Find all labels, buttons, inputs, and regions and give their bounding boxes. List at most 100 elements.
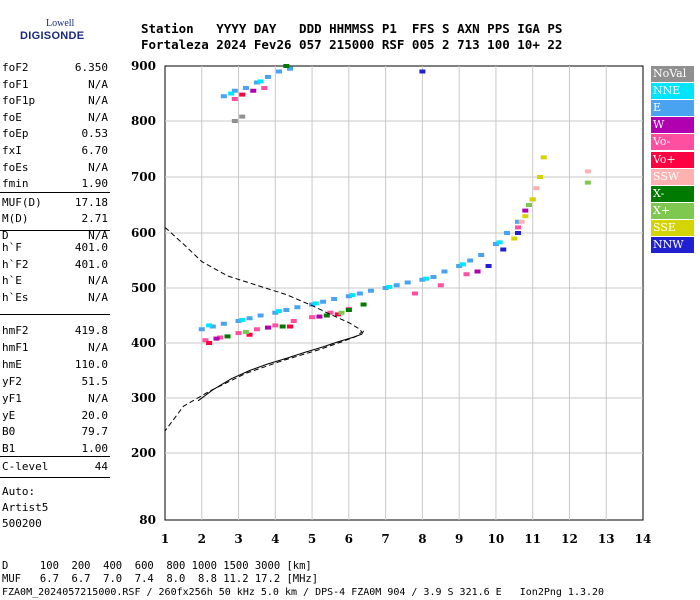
- param-row-fxi: fxI 6.70: [2, 144, 108, 158]
- param-label: B0: [2, 425, 16, 439]
- legend-item-ssw: SSW: [651, 168, 694, 185]
- data-point: [386, 284, 393, 289]
- x-tick-label: 6: [345, 532, 353, 546]
- x-tick-label: 11: [524, 532, 541, 546]
- param-row-mufd: MUF(D) 17.18: [2, 196, 108, 210]
- data-point: [242, 86, 249, 90]
- data-point: [231, 97, 238, 101]
- param-label: yF1: [2, 391, 22, 405]
- param-label: hmF1: [2, 340, 29, 354]
- data-point: [412, 291, 419, 296]
- profile-solid-line: [197, 330, 365, 402]
- data-point: [456, 264, 463, 268]
- data-point: [283, 308, 290, 312]
- param-value: N/A: [88, 274, 108, 288]
- param-value: N/A: [88, 94, 108, 108]
- x-tick-label: 1: [161, 532, 169, 546]
- ionogram-chart: 1 2 3 4 5 6 7 8 9 10 11 12 13 14802003004005006007008…: [131, 59, 652, 546]
- data-point: [459, 262, 466, 267]
- data-point: [492, 242, 499, 246]
- data-point: [514, 231, 521, 235]
- param-label: h`F: [2, 241, 22, 254]
- x-tick-label: 8: [418, 532, 426, 546]
- data-point: [419, 69, 426, 74]
- param-value: 6.350: [74, 61, 108, 74]
- param-label: h`Es: [2, 290, 29, 304]
- y-tick-label: 600: [131, 226, 156, 240]
- data-point: [467, 258, 474, 263]
- y-tick-label: 400: [131, 336, 156, 350]
- param-label: B1: [2, 442, 16, 456]
- data-point: [231, 88, 238, 93]
- data-point: [264, 75, 271, 79]
- param-row-hme: hmE 110.0: [2, 358, 108, 372]
- data-point: [239, 92, 246, 97]
- data-point: [242, 330, 249, 334]
- data-point: [312, 301, 319, 306]
- param-row-clevel: C-level 44: [2, 460, 108, 474]
- param-label: C-level: [2, 460, 49, 473]
- param-row-foe: foE N/A: [2, 111, 108, 125]
- divider: [0, 314, 110, 315]
- y-tick-label: 300: [131, 391, 156, 405]
- data-point: [423, 276, 430, 281]
- param-row-fof2: foF2 6.350: [2, 61, 108, 75]
- data-point: [327, 310, 334, 315]
- data-point: [529, 197, 536, 202]
- param-value: 44: [94, 460, 108, 473]
- data-point: [526, 203, 533, 207]
- param-row-hf: h`F 401.0: [2, 241, 108, 255]
- data-point: [287, 66, 294, 71]
- divider: [0, 477, 110, 478]
- param-label: h`E: [2, 274, 22, 288]
- param-value: 6.70: [81, 144, 109, 157]
- param-value: N/A: [88, 228, 108, 242]
- divider: [0, 456, 110, 457]
- legend-item-nnw: NNW: [651, 237, 694, 253]
- param-row-fmin: fmin 1.90: [2, 177, 108, 191]
- param-label: yE: [2, 408, 16, 422]
- legend-item-e: E: [651, 100, 694, 117]
- data-point: [511, 236, 518, 241]
- data-point: [496, 240, 503, 245]
- param-value: 1.00: [81, 442, 109, 456]
- x-tick-label: 12: [561, 532, 578, 546]
- param-label: h`F2: [2, 257, 29, 271]
- data-point: [345, 308, 352, 312]
- data-point: [257, 313, 264, 318]
- data-point: [316, 314, 323, 319]
- data-point: [367, 288, 374, 293]
- bottom-muf-row: MUF 6.7 6.7 7.0 7.4 8.0 8.8 11.2 17.2 [M…: [2, 573, 319, 585]
- legend-item-nne: NNE: [651, 83, 694, 100]
- data-point: [430, 275, 437, 279]
- param-row-hmf2: hmF2 419.8: [2, 324, 108, 338]
- y-tick-label: 900: [131, 59, 156, 73]
- data-point: [213, 336, 220, 341]
- legend-item-w: W: [651, 117, 694, 134]
- param-row-fof1: foF1 N/A: [2, 78, 108, 92]
- x-tick-label: 14: [635, 532, 652, 546]
- data-point: [235, 331, 242, 336]
- param-label: foF2: [2, 61, 29, 74]
- data-point: [404, 280, 411, 285]
- param-row-yf2: yF2 51.5: [2, 375, 108, 389]
- header-line-1: Station YYYY DAY DDD HHMMSS P1 FFS S AXN…: [141, 21, 563, 36]
- auto-label: Auto:: [2, 485, 36, 498]
- data-point: [349, 293, 356, 298]
- param-label: MUF(D): [2, 196, 42, 209]
- bottom-distance-row: D 100 200 400 600 800 1000 1500 3000 [km…: [2, 560, 312, 572]
- data-point: [235, 319, 242, 323]
- x-tick-label: 2: [198, 532, 206, 546]
- data-point: [514, 219, 521, 224]
- param-label: foF1: [2, 77, 29, 91]
- data-point: [253, 327, 260, 332]
- legend-item-vo: Vo+: [651, 151, 694, 168]
- y-tick-label: 200: [131, 446, 156, 460]
- param-row-hf2: h`F2 401.0: [2, 258, 108, 272]
- data-point: [275, 69, 282, 74]
- param-label: foEs: [2, 160, 29, 174]
- data-point: [257, 79, 264, 84]
- data-point: [228, 91, 235, 96]
- y-tick-label: 800: [131, 114, 156, 128]
- param-value: 419.8: [74, 324, 108, 337]
